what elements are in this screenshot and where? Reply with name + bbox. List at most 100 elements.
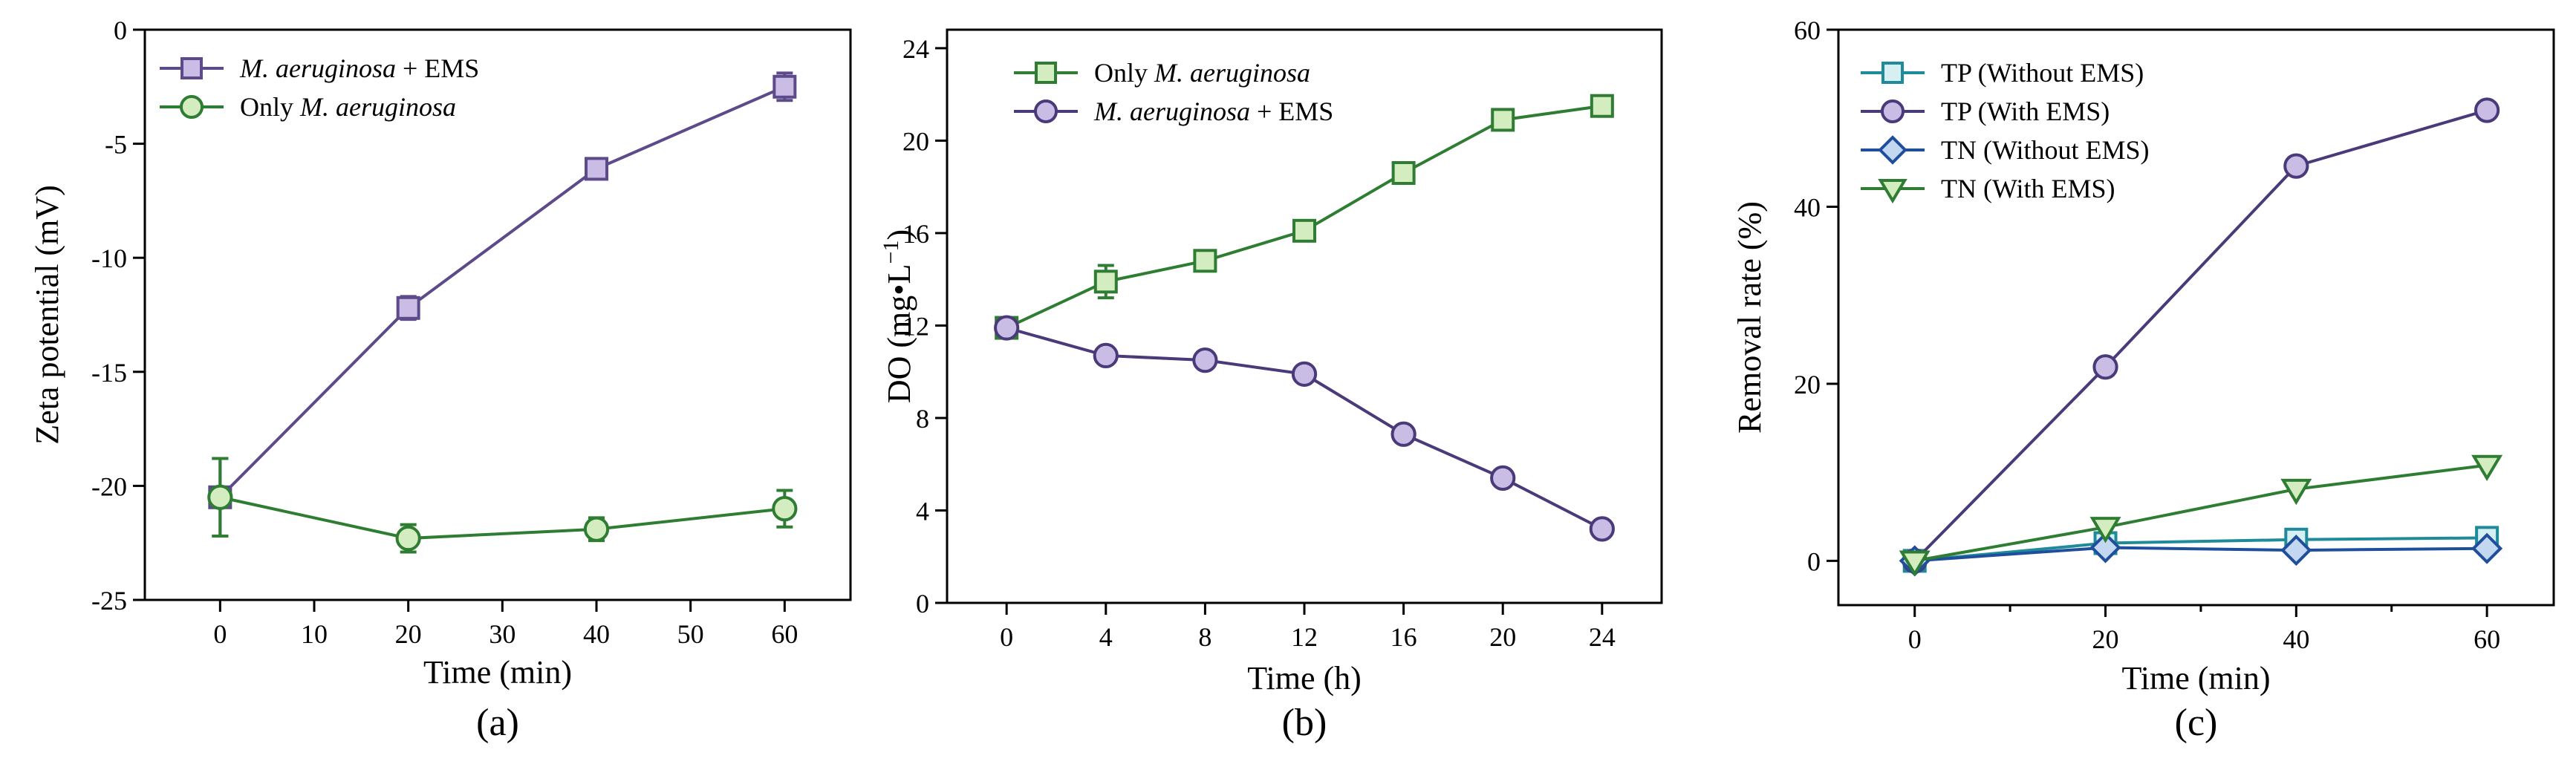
data-point — [994, 315, 1020, 341]
x-tick-label: 0 — [213, 619, 227, 649]
y-tick-label: 40 — [1794, 192, 1821, 222]
panel-c-x-axis-title: Time (min) — [2121, 660, 2270, 696]
series-line — [1913, 108, 2488, 562]
data-point — [395, 525, 421, 552]
legend-label-species: M. aeruginosa — [299, 92, 456, 122]
x-tick-label: 16 — [1391, 622, 1417, 652]
legend-marker — [1878, 135, 1907, 165]
x-tick-label: 10 — [301, 619, 328, 649]
panel-c-label: (c) — [2175, 702, 2218, 744]
x-tick-label: 20 — [395, 619, 422, 649]
x-tick-label: 60 — [2473, 624, 2500, 654]
y-tick-label: 12 — [902, 311, 929, 341]
legend-label-species: M. aeruginosa — [1154, 58, 1310, 88]
x-tick-label: 30 — [489, 619, 515, 649]
legend-label: Only M. aeruginosa — [1094, 58, 1310, 88]
series-line — [218, 85, 786, 499]
panel-b-y-axis-title-end: ) — [881, 229, 917, 241]
legend-marker — [180, 57, 203, 79]
legend-label: TP (Without EMS) — [1941, 58, 2144, 88]
x-tick-label: 8 — [1198, 622, 1211, 652]
data-point — [2283, 153, 2309, 179]
panel-c-y-axis-title: Removal rate (%) — [1731, 201, 1768, 434]
legend-label: TN (Without EMS) — [1941, 135, 2150, 165]
series-1 — [207, 457, 798, 554]
panel-b-y-axis-title-sup: −1 — [879, 241, 903, 264]
legend-marker — [1035, 62, 1057, 84]
data-point — [1391, 421, 1417, 447]
panel-c-removal-rate: Removal rate (%) Time (min) (c) 0 20 40 60 0… — [1731, 16, 2555, 744]
y-tick-label: 60 — [1794, 16, 1821, 45]
data-point — [1490, 465, 1516, 492]
y-tick-label: 20 — [902, 126, 929, 156]
x-tick-label: 12 — [1291, 622, 1318, 652]
data-point — [1491, 108, 1515, 132]
y-tick-label: 20 — [1794, 370, 1821, 399]
y-tick-label: -20 — [91, 471, 127, 501]
legend-marker — [1880, 99, 1905, 124]
data-point — [396, 296, 420, 320]
y-tick-label: -10 — [91, 244, 127, 273]
legend-label: M. aeruginosa + EMS — [1093, 97, 1333, 126]
data-point — [2092, 354, 2118, 380]
data-point — [1192, 347, 1218, 373]
panel-b-y-axis-title-main: DO (mg•L — [881, 264, 917, 403]
panel-b-x-axis-title: Time (h) — [1247, 660, 1362, 696]
legend-marker — [179, 94, 204, 120]
data-point — [1391, 161, 1416, 185]
x-tick-label: 4 — [1099, 622, 1113, 652]
data-point — [2471, 532, 2503, 564]
data-point — [2471, 454, 2503, 482]
data-point — [583, 516, 610, 542]
data-point — [1093, 270, 1118, 294]
legend-label-suffix: + EMS — [1250, 97, 1333, 126]
data-point — [2089, 532, 2121, 564]
y-tick-label: 4 — [916, 496, 929, 526]
x-tick-label: 0 — [1908, 624, 1922, 654]
legend-label: TP (With EMS) — [1941, 97, 2110, 126]
x-tick-label: 40 — [583, 619, 610, 649]
panel-a-label: (a) — [476, 702, 519, 744]
y-tick-label: -5 — [105, 130, 127, 160]
panel-b-y-axis-title: DO (mg•L−1) — [879, 229, 918, 403]
data-point — [585, 157, 608, 181]
series-line — [1914, 463, 2488, 563]
legend: TP (Without EMS) TP (With EMS) TN (Without… — [1861, 58, 2150, 204]
x-tick-label: 24 — [1589, 622, 1616, 652]
panel-b-label: (b) — [1282, 702, 1327, 744]
legend-label: TN (With EMS) — [1941, 174, 2115, 203]
legend-marker — [1033, 99, 1058, 124]
panel-a-x-axis-title: Time (min) — [423, 654, 572, 690]
x-tick-label: 50 — [677, 619, 704, 649]
legend: M. aeruginosa + EMS Only M. aeruginosa — [160, 53, 479, 122]
series-line — [1914, 546, 2488, 563]
data-point — [1292, 218, 1316, 243]
y-tick-label: 16 — [902, 219, 929, 249]
series-0 — [995, 94, 1614, 340]
data-point — [207, 484, 233, 510]
y-tick-label: 0 — [114, 16, 127, 45]
legend-label-species: M. aeruginosa — [239, 53, 396, 83]
panel-a-y-axis-title: Zeta potential (mV) — [29, 185, 65, 444]
series-line — [1006, 104, 1603, 330]
legend-label-species: M. aeruginosa — [1093, 97, 1250, 126]
data-point — [2474, 97, 2500, 123]
series-0 — [208, 71, 797, 538]
y-tick-label: 0 — [916, 589, 929, 618]
x-tick-label: 60 — [771, 619, 798, 649]
data-point — [2280, 478, 2312, 506]
data-point — [2280, 535, 2312, 567]
legend-label-text: TP (Without EMS) — [1941, 58, 2144, 88]
data-point — [773, 74, 797, 99]
data-point — [772, 496, 798, 522]
series-1 — [1902, 97, 2500, 574]
x-tick-label: 20 — [1489, 622, 1516, 652]
data-point — [1589, 516, 1615, 542]
y-tick-label: 24 — [902, 34, 929, 64]
y-tick-label: -25 — [91, 586, 127, 616]
legend-label-text: TN (With EMS) — [1941, 174, 2115, 203]
legend-label-suffix: + EMS — [396, 53, 479, 83]
data-point — [1899, 550, 1931, 577]
x-tick-label: 40 — [2283, 624, 2309, 654]
series-line — [219, 495, 785, 541]
